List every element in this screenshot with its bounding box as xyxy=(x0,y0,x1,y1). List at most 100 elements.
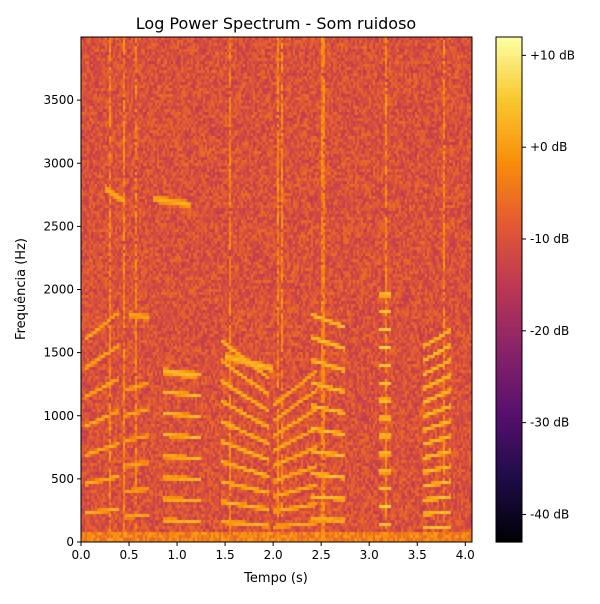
colorbar-swatch xyxy=(496,266,522,272)
colorbar-swatch xyxy=(496,445,522,451)
colorbar-swatch xyxy=(496,454,522,460)
colorbar-swatch xyxy=(496,105,522,112)
colorbar-swatch xyxy=(496,413,522,419)
colorbar-swatch xyxy=(496,101,522,107)
colorbar xyxy=(496,37,522,543)
colorbar-swatch xyxy=(496,441,522,447)
colorbar-swatch xyxy=(496,202,522,208)
x-tick-label: 2.0 xyxy=(264,548,283,562)
colorbar-swatch xyxy=(496,298,522,304)
y-tick-label: 3000 xyxy=(43,156,74,170)
colorbar-swatch xyxy=(496,399,522,405)
colorbar-swatch xyxy=(496,390,522,396)
colorbar-swatch xyxy=(496,528,522,534)
colorbar-swatch xyxy=(496,294,522,300)
colorbar-swatch xyxy=(496,257,522,263)
colorbar-swatch xyxy=(496,330,522,337)
colorbar-swatch xyxy=(496,252,522,258)
colorbar-swatch xyxy=(496,96,522,102)
colorbar-tick-label: -10 dB xyxy=(530,232,569,246)
colorbar-swatch xyxy=(496,119,522,125)
colorbar-swatch xyxy=(496,151,522,157)
colorbar-swatch xyxy=(496,284,522,291)
colorbar-swatch xyxy=(496,486,522,493)
colorbar-swatch xyxy=(496,509,522,516)
colorbar-swatch xyxy=(496,500,522,506)
colorbar-swatch xyxy=(496,307,522,314)
colorbar-swatch xyxy=(496,82,522,89)
colorbar-swatch xyxy=(496,55,522,61)
colorbar-swatch xyxy=(496,124,522,130)
colorbar-swatch xyxy=(496,404,522,410)
x-tick-label: 4.0 xyxy=(456,548,475,562)
x-tick-label: 0.5 xyxy=(119,548,138,562)
colorbar-swatch xyxy=(496,138,522,144)
colorbar-swatch xyxy=(496,468,522,474)
colorbar-swatch xyxy=(496,362,522,369)
x-tick-label: 0.0 xyxy=(71,548,90,562)
x-axis: 0.0 0.5 1.0 1.5 2.0 2.5 3.0 3.5 4.0 xyxy=(71,542,475,562)
colorbar-swatch xyxy=(496,271,522,277)
colorbar-swatch xyxy=(496,37,522,43)
colorbar-swatch xyxy=(496,225,522,231)
colorbar-swatch xyxy=(496,358,522,364)
colorbar-swatch xyxy=(496,243,522,249)
chart-title: Log Power Spectrum - Som ruidoso xyxy=(136,14,416,33)
spectrogram-heatmap xyxy=(81,37,472,542)
colorbar-swatch xyxy=(496,275,522,281)
colorbar-swatch xyxy=(496,110,522,116)
colorbar-swatch xyxy=(496,459,522,465)
colorbar-swatch xyxy=(496,408,522,415)
colorbar-swatch xyxy=(496,206,522,213)
colorbar-swatch xyxy=(496,78,522,84)
colorbar-swatch xyxy=(496,431,522,438)
colorbar-swatch xyxy=(496,46,522,52)
y-tick-label: 3500 xyxy=(43,93,74,107)
colorbar-swatch xyxy=(496,142,522,148)
colorbar-swatch xyxy=(496,64,522,70)
colorbar-axis: +10 dB +0 dB -10 dB -20 dB -30 dB -40 dB xyxy=(522,48,575,521)
colorbar-swatch xyxy=(496,353,522,359)
colorbar-swatch xyxy=(496,385,522,392)
colorbar-swatch xyxy=(496,532,522,539)
colorbar-tick-label: +0 dB xyxy=(530,140,567,154)
colorbar-swatch xyxy=(496,335,522,341)
colorbar-swatch xyxy=(496,229,522,236)
colorbar-tick-label: +10 dB xyxy=(530,48,575,62)
colorbar-swatch xyxy=(496,183,522,190)
colorbar-swatch xyxy=(496,248,522,254)
y-axis: 0 500 1000 1500 2000 2500 3000 3500 xyxy=(43,93,81,549)
y-axis-label: Frequência (Hz) xyxy=(14,238,29,340)
colorbar-swatch xyxy=(496,69,522,75)
colorbar-tick-label: -20 dB xyxy=(530,324,569,338)
colorbar-swatch xyxy=(496,216,522,222)
colorbar-swatch xyxy=(496,188,522,194)
colorbar-swatch xyxy=(496,303,522,309)
colorbar-tick-label: -30 dB xyxy=(530,416,569,430)
colorbar-swatch xyxy=(496,197,522,203)
colorbar-swatch xyxy=(496,519,522,525)
spectrogram-image xyxy=(81,37,472,542)
colorbar-swatch xyxy=(496,220,522,226)
colorbar-swatch xyxy=(496,367,522,373)
x-tick-label: 3.5 xyxy=(408,548,427,562)
colorbar-swatch xyxy=(496,317,522,323)
colorbar-swatch xyxy=(496,340,522,346)
colorbar-swatch xyxy=(496,239,522,245)
y-tick-label: 2500 xyxy=(43,219,74,233)
colorbar-swatch xyxy=(496,514,522,520)
colorbar-swatch xyxy=(496,261,522,268)
colorbar-swatch xyxy=(496,41,522,47)
colorbar-swatch xyxy=(496,372,522,378)
y-tick-label: 500 xyxy=(51,472,74,486)
colorbar-swatch xyxy=(496,147,522,153)
x-tick-label: 2.5 xyxy=(312,548,331,562)
colorbar-swatch xyxy=(496,376,522,382)
colorbar-swatch xyxy=(496,289,522,295)
colorbar-swatch xyxy=(496,496,522,502)
x-axis-label: Tempo (s) xyxy=(243,571,308,586)
colorbar-swatch xyxy=(496,482,522,488)
colorbar-swatch xyxy=(496,59,522,66)
colorbar-swatch xyxy=(496,436,522,442)
colorbar-swatch xyxy=(496,422,522,428)
